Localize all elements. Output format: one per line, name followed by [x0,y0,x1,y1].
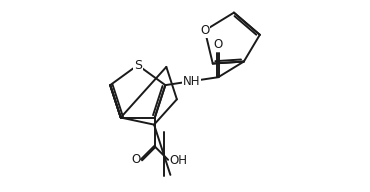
Text: NH: NH [182,75,200,88]
Text: S: S [134,59,142,72]
Text: O: O [131,153,140,166]
Text: OH: OH [169,154,188,167]
Text: O: O [213,38,223,51]
Text: O: O [200,24,209,37]
